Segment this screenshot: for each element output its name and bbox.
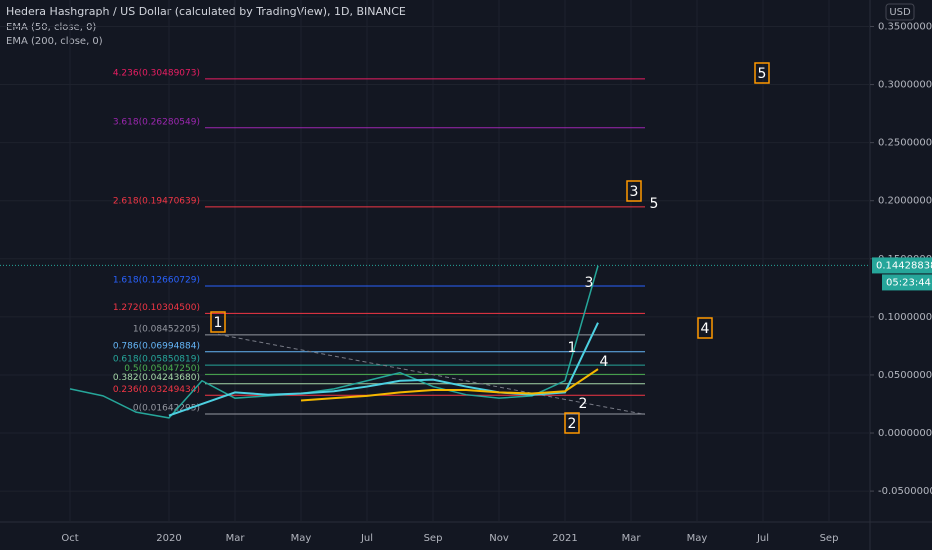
price-line <box>69 265 599 419</box>
x-tick-label: Jul <box>360 533 373 544</box>
fib-label: 2.618(0.19470639) <box>113 196 200 206</box>
x-tick-label: 2021 <box>552 533 577 544</box>
x-tick-label: May <box>291 533 312 544</box>
x-tick-label: Sep <box>424 533 443 544</box>
wave-label: 1 <box>568 340 577 356</box>
fib-label: 0.618(0.05850819) <box>113 355 200 365</box>
chart-title: Hedera Hashgraph / US Dollar (calculated… <box>6 5 406 18</box>
fib-label: 0.236(0.03249434) <box>113 385 200 395</box>
currency[interactable]: USD <box>889 7 911 18</box>
wave-label: 4 <box>701 321 710 337</box>
wave-box <box>697 317 713 339</box>
wave-label: 2 <box>568 416 577 432</box>
wave-box <box>210 311 226 333</box>
fib-label: 1(0.08452205) <box>133 324 200 334</box>
wave-label: 1 <box>214 315 223 331</box>
x-tick-label: Jul <box>756 533 769 544</box>
y-tick-label: 0.00000000 <box>878 428 932 439</box>
fib-label: 0.786(0.06994884) <box>113 341 200 351</box>
wave-label: 2 <box>579 396 588 412</box>
fib-label: 0.5(0.05047250) <box>124 364 200 374</box>
x-tick-label: Sep <box>820 533 839 544</box>
wave-label: 5 <box>650 196 659 212</box>
currency-box[interactable] <box>885 3 915 21</box>
x-tick-label: Mar <box>226 533 246 544</box>
wave-box <box>626 180 642 202</box>
price-tag-label: 0.14428838 <box>876 260 932 271</box>
fib-label: 3.618(0.26280549) <box>113 117 200 127</box>
wave-box <box>754 62 770 84</box>
trend-line <box>217 333 646 415</box>
wave-label: 3 <box>630 184 639 200</box>
fib-label: 0(0.01642295) <box>133 403 200 413</box>
fib-label: 1.618(0.12660729) <box>113 275 200 285</box>
wave-label: 3 <box>585 275 594 291</box>
x-tick-label: Nov <box>489 533 509 544</box>
fib-label: 1.272(0.10304500) <box>113 303 200 313</box>
ema-line <box>300 368 599 402</box>
x-tick-label: May <box>687 533 708 544</box>
fib-label: 0.382(0.04243680) <box>113 373 200 383</box>
fib-label: 4.236(0.30489073) <box>113 68 200 78</box>
countdown-label: 05:23:44 <box>886 277 931 288</box>
x-tick-label: Mar <box>622 533 642 544</box>
countdown-tag <box>882 274 932 291</box>
x-tick-label: 2020 <box>156 533 181 544</box>
wave-label: 4 <box>600 354 609 370</box>
price-tag <box>872 257 932 274</box>
wave-label: 5 <box>758 66 767 82</box>
x-tick-label: Oct <box>61 533 78 544</box>
legend-entry: EMA (50, close, 0) <box>6 22 96 33</box>
legend-entry: EMA (200, close, 0) <box>6 36 103 47</box>
wave-box <box>564 412 580 434</box>
